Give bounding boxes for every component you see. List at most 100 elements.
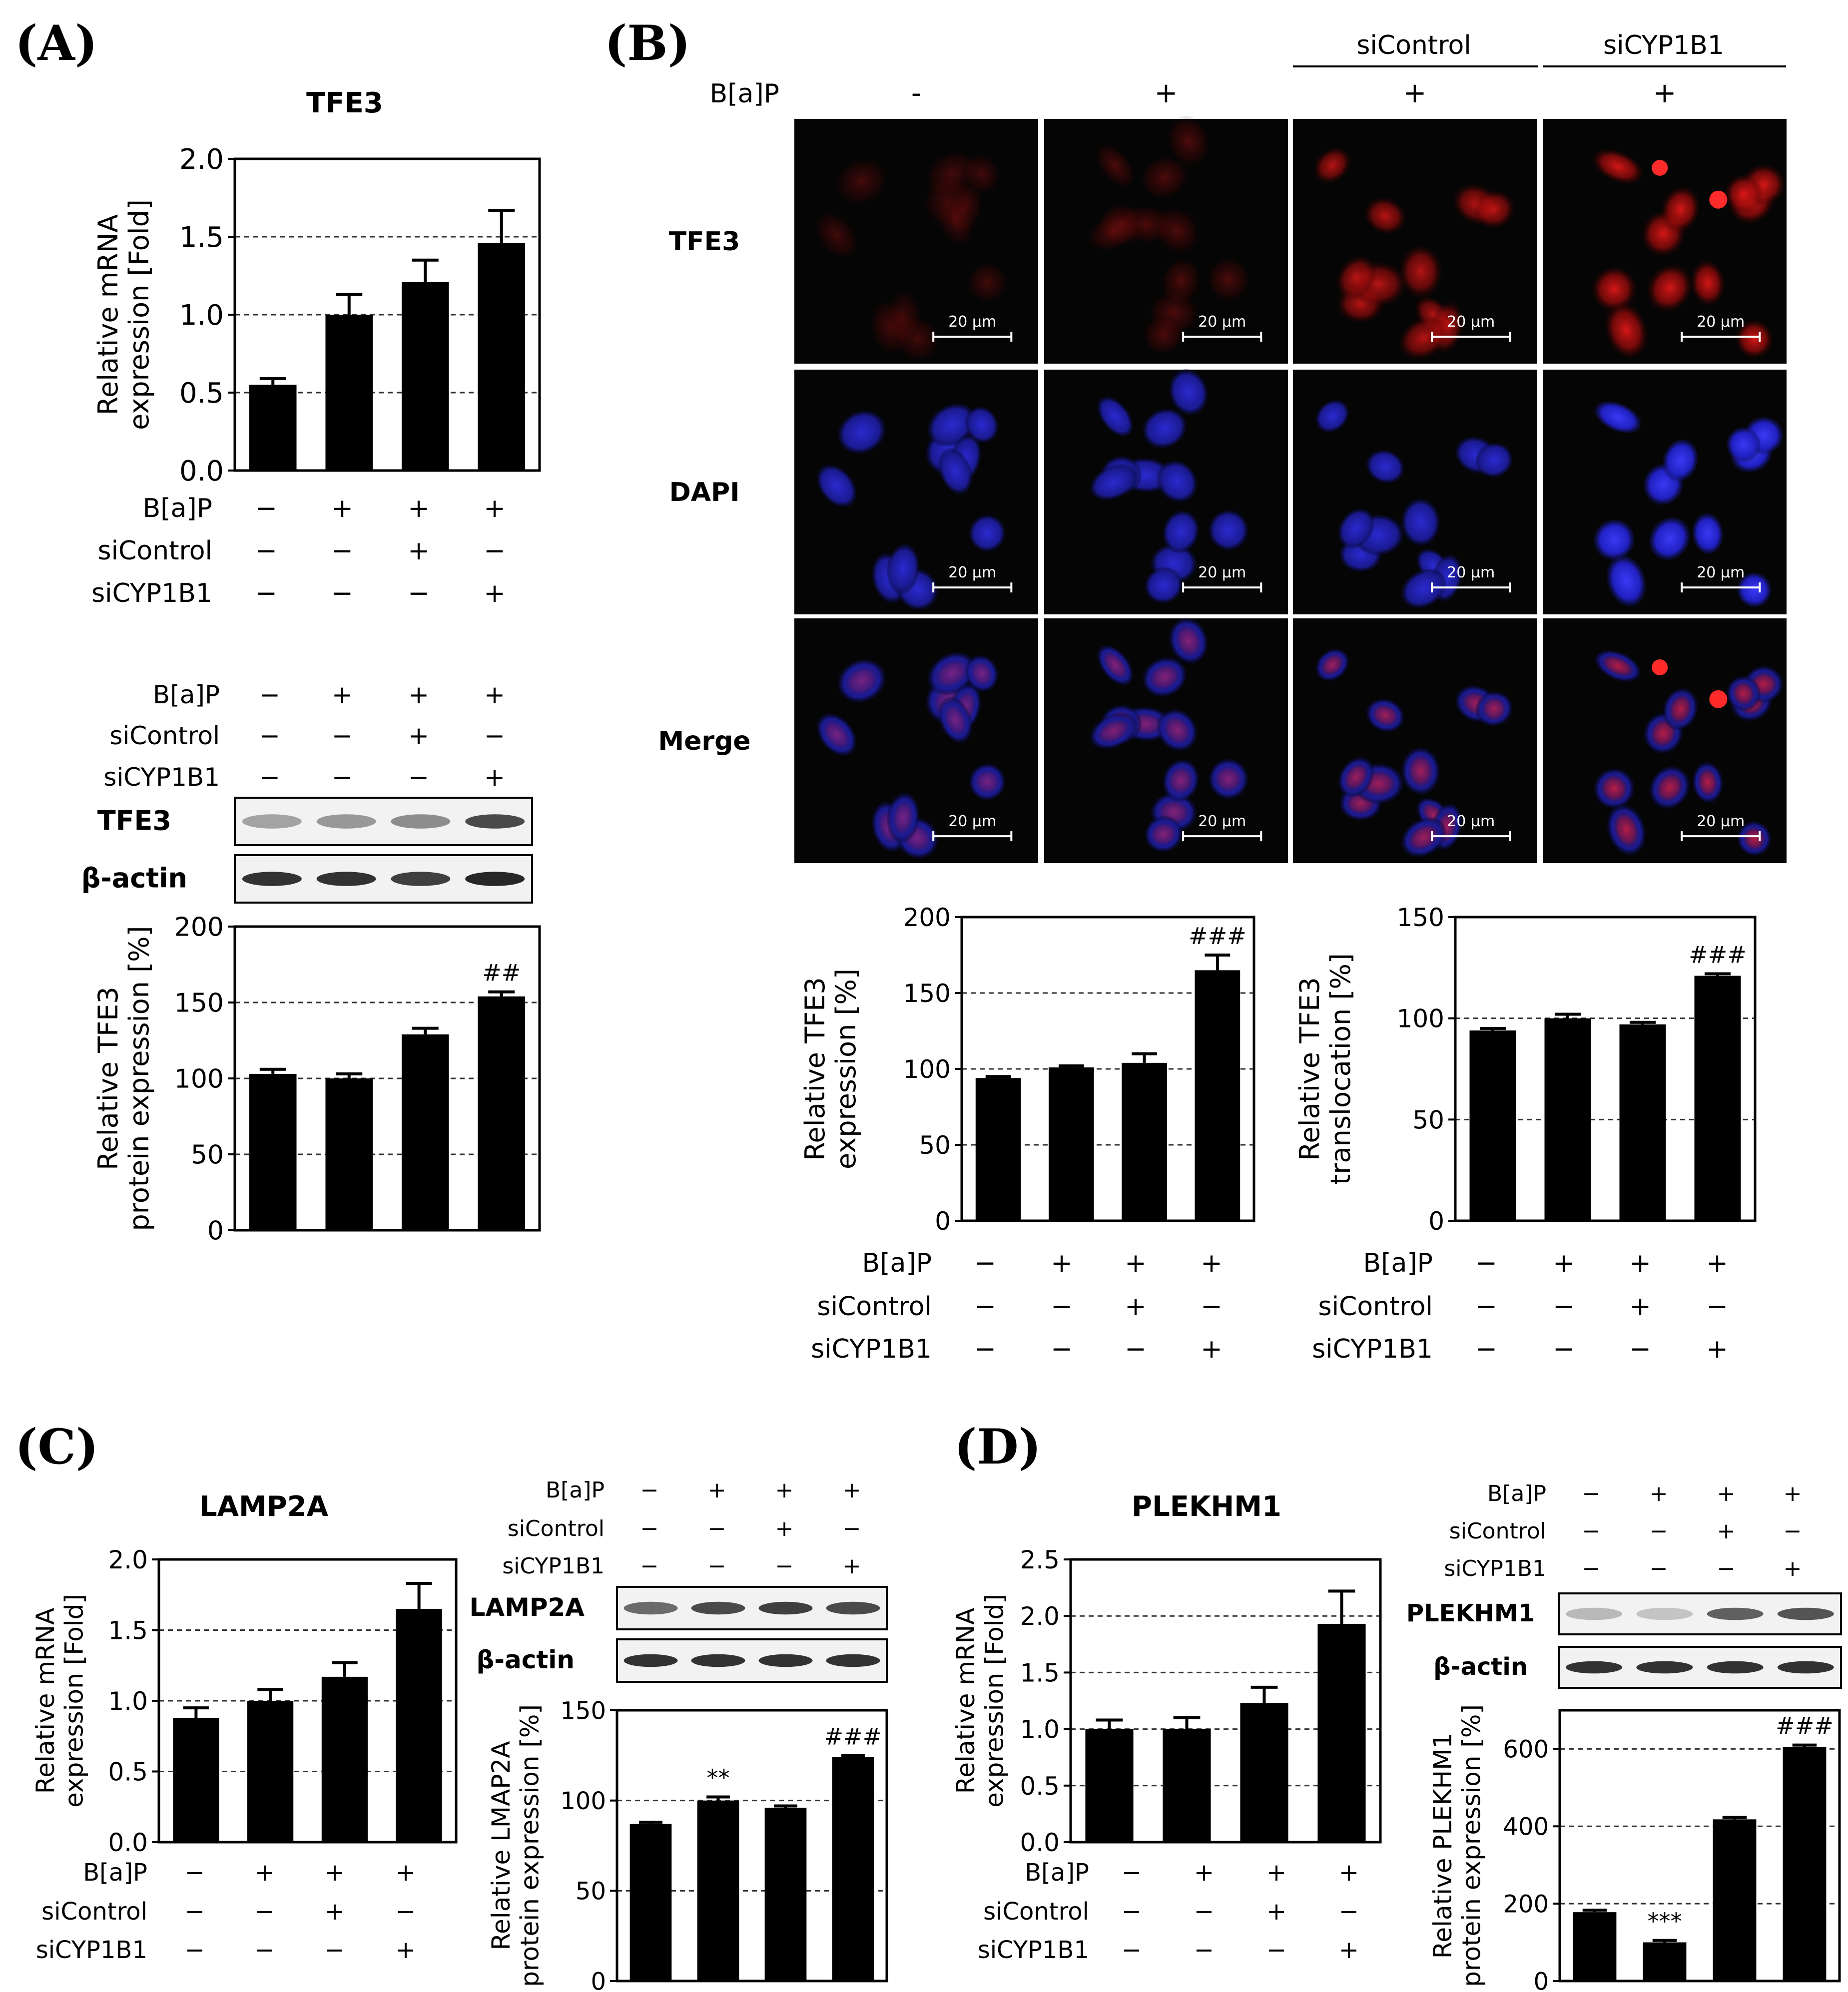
- treatment-sign: −: [1582, 1481, 1601, 1506]
- treatment-sign: +: [843, 1553, 861, 1579]
- y-tick-label: 1.0: [179, 299, 224, 332]
- treatment-sign: +: [408, 721, 429, 750]
- microscopy-group-sicyp: siCYP1B1: [1603, 30, 1724, 60]
- treatment-sign: −: [185, 1859, 205, 1887]
- treatment-sign: +: [1784, 1556, 1802, 1581]
- treatment-sign: −: [255, 494, 277, 523]
- y-axis-label: expression [Fold]: [123, 199, 155, 430]
- treatment-label-bap: B[a]P: [1025, 1859, 1089, 1887]
- y-axis-label: Relative LMAP2A: [487, 1741, 516, 1951]
- scale-bar-label: 20 μm: [1447, 813, 1495, 830]
- treatment-sign: −: [1122, 1859, 1142, 1887]
- y-tick-label: 150: [903, 979, 951, 1008]
- treatment-sign: −: [255, 1898, 275, 1926]
- treatment-sign: +: [1125, 1248, 1147, 1278]
- y-tick-label: 2.0: [108, 1545, 148, 1574]
- treatment-sign: −: [1475, 1292, 1497, 1322]
- treatment-sign: −: [185, 1898, 205, 1926]
- treatment-sign: −: [255, 536, 277, 566]
- treatment-sign: −: [974, 1248, 996, 1278]
- bar: [249, 1074, 297, 1230]
- bar: [765, 1808, 807, 1981]
- treatment-label-sicyp: siCYP1B1: [36, 1936, 147, 1964]
- treatment-sign: −: [974, 1292, 996, 1322]
- treatment-sign: −: [708, 1553, 726, 1579]
- blot-band: [624, 1602, 678, 1615]
- scale-bar-label: 20 μm: [1198, 813, 1246, 830]
- treatment-sign: −: [1475, 1334, 1497, 1364]
- chart-D_mrna: 0.0 0.5 1.0 1.5 2.0 2.5 Relative mRNA expressio…: [951, 1491, 1380, 1857]
- treatment-sign: −: [1706, 1292, 1728, 1322]
- table-a-mrna: B[a]P − + + + siControl − − + − siCYP1B1 − − − +: [91, 494, 506, 608]
- blot-label: β-actin: [81, 863, 187, 894]
- scale-bar-label: 20 μm: [1198, 564, 1246, 581]
- bar: [1713, 1819, 1757, 1981]
- y-tick-label: 150: [1397, 903, 1444, 932]
- bar: [325, 1078, 373, 1230]
- blot-band: [759, 1654, 813, 1667]
- microscopy-row-label: DAPI: [669, 478, 740, 507]
- y-tick-label: 2.0: [179, 143, 224, 176]
- bar: [173, 1718, 219, 1842]
- y-tick-label: 1.5: [108, 1616, 148, 1645]
- blot-band: [242, 872, 302, 886]
- microscopy-tile: 20 μm: [794, 618, 1038, 867]
- treatment-sign: +: [408, 680, 429, 709]
- treatment-sign: −: [408, 763, 429, 792]
- y-axis-label: Relative mRNA: [951, 1608, 980, 1794]
- microscopy-header-bap: B[a]P: [710, 79, 779, 109]
- chart-title: TFE3: [306, 87, 383, 119]
- bar: [396, 1609, 442, 1842]
- chart-B_expr: ###050100150200Relative TFE3 expression […: [799, 903, 1254, 1236]
- microscopy-layer: B[a]P - + + + siControl siCYP1B1 TFE3 DAPI Merge 2…: [658, 30, 1788, 867]
- treatment-sign: −: [775, 1553, 794, 1579]
- treatment-sign: −: [484, 536, 506, 566]
- treatment-sign: +: [484, 578, 506, 608]
- microscopy-column-sign: +: [1155, 77, 1178, 109]
- microscopy-column-sign: +: [1403, 77, 1427, 109]
- scale-bar-label: 20 μm: [1697, 313, 1745, 331]
- bar: [247, 1701, 293, 1842]
- blot-band: [759, 1602, 813, 1615]
- bar: [402, 1034, 449, 1230]
- y-tick-label: 1.5: [1020, 1658, 1060, 1687]
- scale-bar-label: 20 μm: [1447, 564, 1495, 581]
- treatment-label-sicontrol: siControl: [109, 721, 220, 750]
- bar: [325, 315, 373, 471]
- y-tick-label: 100: [1397, 1004, 1444, 1033]
- treatment-sign: −: [1784, 1518, 1802, 1544]
- blot-label: PLEKHM1: [1406, 1599, 1535, 1627]
- y-axis-label: expression [Fold]: [60, 1594, 89, 1808]
- treatment-sign: −: [1650, 1556, 1668, 1581]
- treatment-sign: −: [259, 721, 280, 750]
- treatment-sign: −: [1582, 1518, 1601, 1544]
- treatment-label-sicontrol: siControl: [97, 536, 212, 566]
- y-tick-label: 0.5: [179, 377, 224, 410]
- treatment-label-bap: B[a]P: [862, 1248, 932, 1278]
- treatment-sign: +: [1194, 1859, 1214, 1887]
- scale-bar-label: 20 μm: [1697, 564, 1745, 581]
- treatment-sign: +: [1650, 1481, 1668, 1506]
- treatment-sign: +: [255, 1859, 275, 1887]
- y-tick-label: 0.5: [1020, 1772, 1060, 1801]
- y-axis-label: protein expression [%]: [516, 1704, 545, 1987]
- treatment-sign: −: [408, 578, 430, 608]
- bright-spot: [1652, 160, 1668, 176]
- treatment-sign: −: [640, 1553, 659, 1579]
- blot-band: [242, 814, 302, 829]
- treatment-sign: +: [775, 1516, 794, 1541]
- blot-band: [1566, 1661, 1622, 1674]
- y-axis-label: Relative TFE3: [799, 977, 831, 1160]
- bar: [1573, 1912, 1617, 1981]
- treatment-sign: +: [1051, 1248, 1073, 1278]
- table-c-mrna: B[a]P − + + +siControl − − + −siCYP1B1− − − +: [36, 1859, 416, 1964]
- significance-label: ***: [1648, 1908, 1682, 1935]
- y-tick-label: 100: [174, 1064, 224, 1094]
- blot-d-target: PLEKHM1: [1406, 1593, 1841, 1634]
- treatment-sign: −: [1122, 1936, 1142, 1964]
- treatment-sign: +: [396, 1936, 416, 1964]
- chart-C_protein: **###050100150Relative LMAP2A protein exp…: [487, 1697, 887, 1992]
- chart-A_protein: ##050100150200Relative TFE3 protein expre…: [92, 913, 540, 1246]
- treatment-label-sicontrol: siControl: [983, 1898, 1089, 1926]
